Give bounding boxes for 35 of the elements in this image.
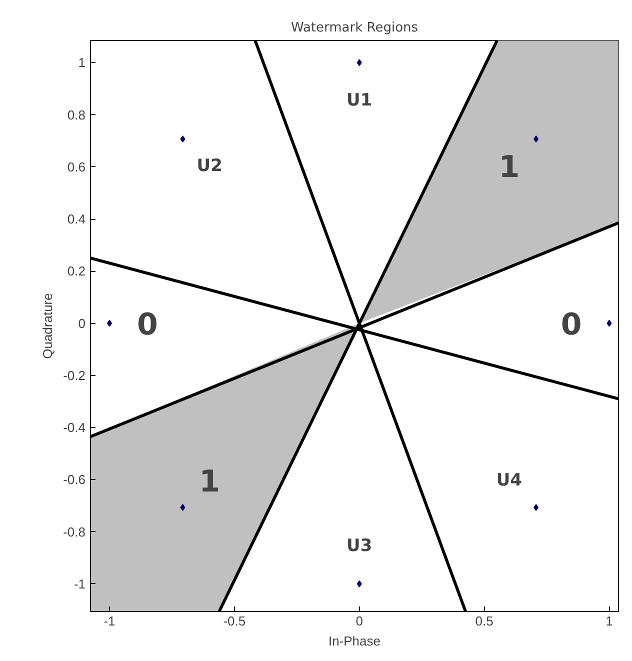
y-tick-label: -0.8 bbox=[63, 524, 86, 540]
point bbox=[180, 504, 186, 512]
annotation: U4 bbox=[496, 470, 522, 491]
point bbox=[356, 580, 362, 588]
x-tick-label: 1 bbox=[606, 614, 613, 628]
x-axis-title: In-Phase bbox=[328, 634, 381, 648]
point bbox=[356, 59, 362, 66]
annotation: 0 bbox=[560, 307, 582, 342]
y-tick-label: 0.8 bbox=[67, 107, 86, 122]
chart-title: Watermark Regions bbox=[290, 20, 418, 36]
y-tick-label: -0.4 bbox=[63, 420, 86, 436]
point bbox=[606, 320, 612, 327]
point bbox=[534, 504, 539, 512]
annotation: U2 bbox=[196, 156, 222, 176]
y-tick-label: 0.2 bbox=[67, 264, 86, 279]
annotation: 1 bbox=[199, 464, 220, 500]
x-tick-label: 0.5 bbox=[475, 614, 494, 628]
x-tick-label: -1 bbox=[104, 614, 116, 628]
x-tick-label: 0 bbox=[356, 614, 363, 628]
y-tick-label: 1 bbox=[78, 55, 86, 70]
annotation: U1 bbox=[346, 90, 372, 111]
annotation: 1 bbox=[498, 150, 520, 185]
annotation: 0 bbox=[137, 307, 158, 342]
point bbox=[106, 320, 112, 327]
y-tick-label: -0.6 bbox=[63, 472, 86, 488]
annotation: U3 bbox=[346, 536, 372, 556]
y-tick-label: 0 bbox=[78, 316, 86, 331]
point bbox=[534, 136, 539, 143]
point bbox=[180, 136, 186, 143]
y-tick-label: -0.2 bbox=[63, 368, 86, 383]
x-tick-label: -0.5 bbox=[223, 614, 246, 628]
y-tick-label: 0.6 bbox=[67, 159, 86, 174]
y-axis-title: Quadrature bbox=[40, 293, 56, 359]
y-tick-label: 0.4 bbox=[67, 212, 86, 227]
y-tick-label: -1 bbox=[74, 576, 86, 592]
